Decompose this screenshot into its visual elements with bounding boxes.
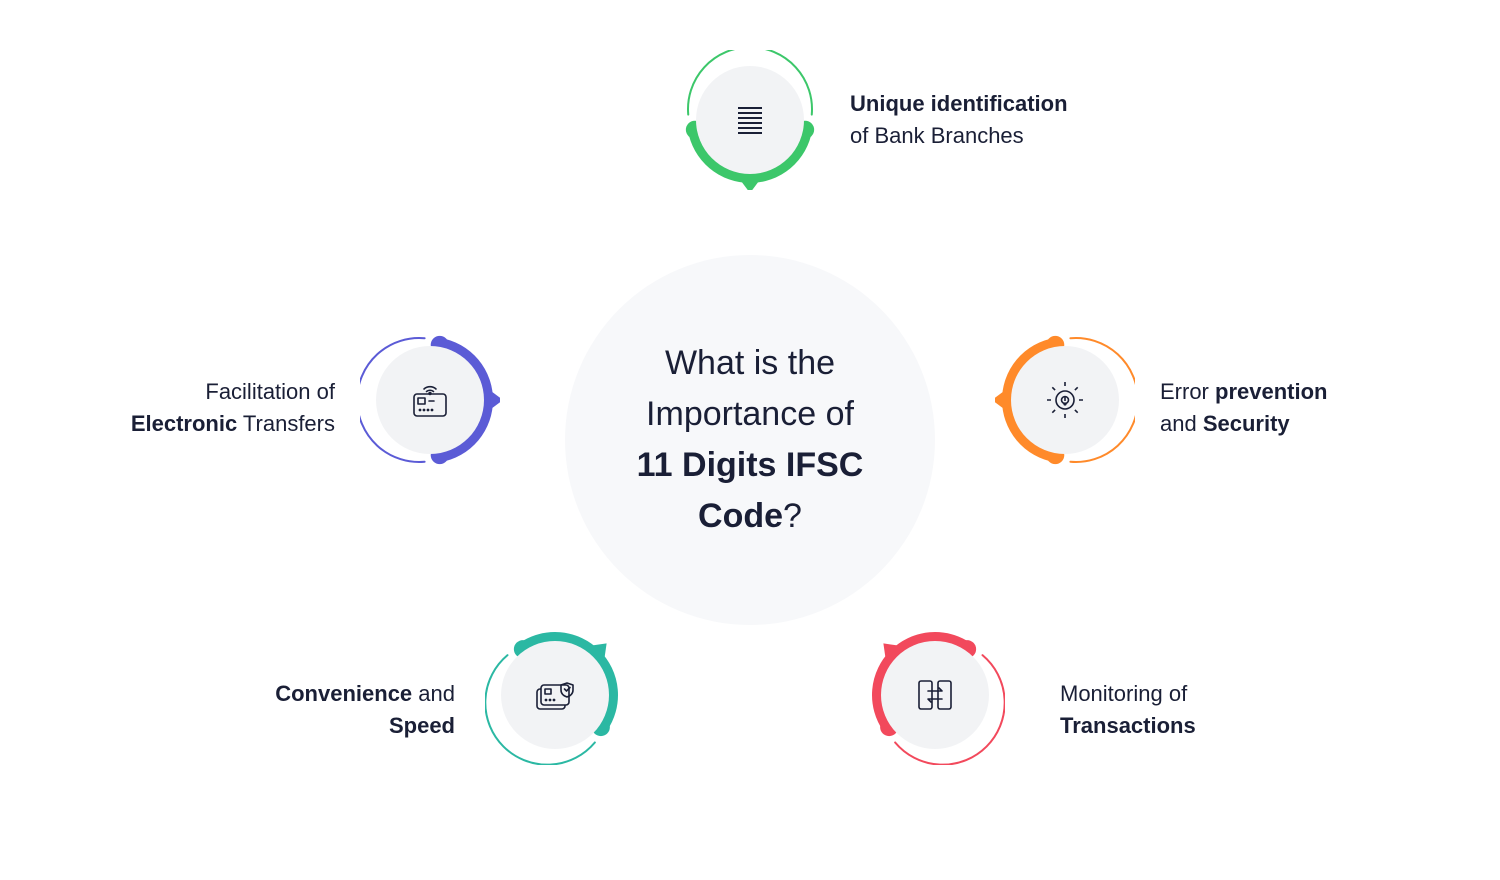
center-line3: 11 Digits IFSC (637, 446, 864, 484)
node-ring (680, 50, 820, 190)
node-inner-circle (501, 641, 609, 749)
node-inner-circle (376, 346, 484, 454)
barcode-icon (726, 96, 774, 144)
node-label-monitoring: Monitoring ofTransactions (1060, 678, 1196, 742)
center-title: What is the Importance of 11 Digits IFSC… (637, 338, 864, 542)
node-ring (360, 330, 500, 470)
node-label-convenience: Convenience andSpeed (195, 678, 455, 742)
node-ring (485, 625, 625, 765)
node-unique-id (680, 50, 820, 190)
node-label-unique-id: Unique identificationof Bank Branches (850, 88, 1068, 152)
node-ring (865, 625, 1005, 765)
center-line4-tail: ? (783, 497, 802, 535)
node-inner-circle (696, 66, 804, 174)
center-line4-bold: Code (698, 497, 783, 535)
node-label-error-prevention: Error preventionand Security (1160, 376, 1327, 440)
infographic-canvas: What is the Importance of 11 Digits IFSC… (0, 0, 1500, 880)
card-wifi-icon (406, 376, 454, 424)
node-electronic (360, 330, 500, 470)
node-label-electronic: Facilitation ofElectronic Transfers (105, 376, 335, 440)
transfer-icon (911, 671, 959, 719)
node-error-prevention (995, 330, 1135, 470)
node-convenience (485, 625, 625, 765)
node-inner-circle (881, 641, 989, 749)
node-ring (995, 330, 1135, 470)
center-circle: What is the Importance of 11 Digits IFSC… (565, 255, 935, 625)
node-monitoring (865, 625, 1005, 765)
card-shield-icon (531, 671, 579, 719)
center-line1: What is the (665, 344, 835, 382)
gear-icon (1041, 376, 1089, 424)
center-line2: Importance of (646, 395, 854, 433)
node-inner-circle (1011, 346, 1119, 454)
